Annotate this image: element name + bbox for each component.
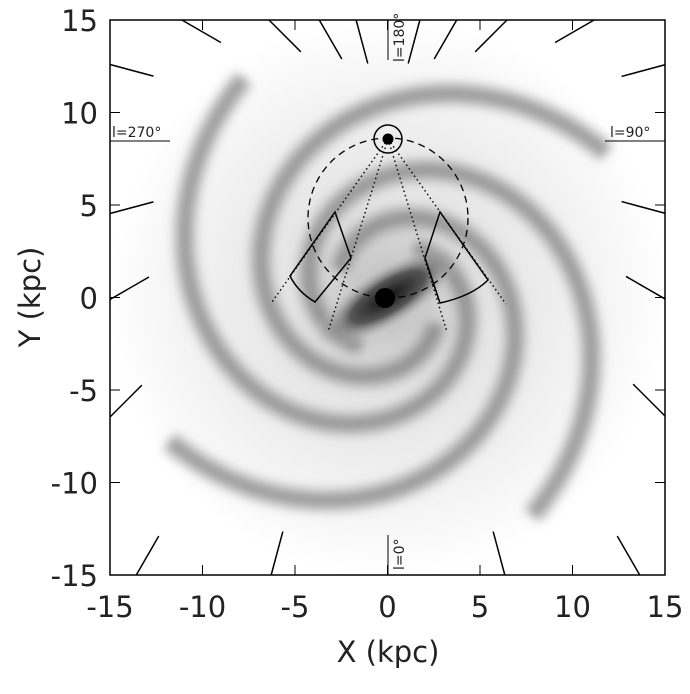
sun <box>382 133 394 145</box>
ray <box>621 200 666 214</box>
ray <box>270 531 284 576</box>
y-tick-label: -15 <box>51 559 98 593</box>
ray <box>109 201 154 215</box>
y-tick-label: -10 <box>51 467 98 501</box>
ray <box>474 19 508 53</box>
arm-core <box>305 166 595 518</box>
x-tick-label: 5 <box>471 590 489 624</box>
ray <box>181 19 222 44</box>
ray <box>109 63 154 77</box>
annotation: l=180° <box>392 13 408 62</box>
center <box>375 288 395 308</box>
ray <box>109 384 143 418</box>
ray <box>355 19 369 64</box>
y-tick-label: 5 <box>80 189 98 223</box>
arm-core <box>257 90 609 380</box>
x-axis-label: X (kpc) <box>337 635 440 669</box>
ray <box>625 275 666 300</box>
annotation: l=270° <box>112 125 161 141</box>
y-tick-label: 0 <box>80 282 98 316</box>
wedge-left <box>289 210 352 303</box>
ray <box>407 19 421 64</box>
y-tick-label: -5 <box>69 374 98 408</box>
x-tick-label: -5 <box>281 590 310 624</box>
sun-ring <box>373 124 403 154</box>
spiral-arms <box>162 71 614 523</box>
y-tick-label: 10 <box>61 97 98 131</box>
ray <box>492 531 506 576</box>
annotation: l=90° <box>610 125 650 141</box>
x-tick-label: -10 <box>179 590 226 624</box>
ray <box>109 276 150 301</box>
arm-core <box>167 214 519 504</box>
wedge-right <box>424 210 489 304</box>
overlay <box>271 124 507 333</box>
ray <box>632 383 666 417</box>
ray <box>616 535 641 576</box>
ray <box>135 535 160 576</box>
ray <box>621 64 666 78</box>
y-tick-label: 15 <box>61 4 98 38</box>
x-tick-label: 10 <box>554 590 591 624</box>
x-tick-label: 0 <box>378 590 396 624</box>
x-tick-label: -15 <box>86 590 133 624</box>
arm-core <box>181 76 471 428</box>
ray <box>433 19 458 60</box>
ray <box>554 19 595 44</box>
annotation: l=0° <box>392 538 408 570</box>
galaxy-image <box>110 20 665 575</box>
x-tick-label: 15 <box>647 590 684 624</box>
y-axis-label: Y (kpc) <box>13 247 47 349</box>
ray <box>318 19 343 60</box>
longitude-rays <box>109 19 666 576</box>
ray <box>268 19 302 53</box>
